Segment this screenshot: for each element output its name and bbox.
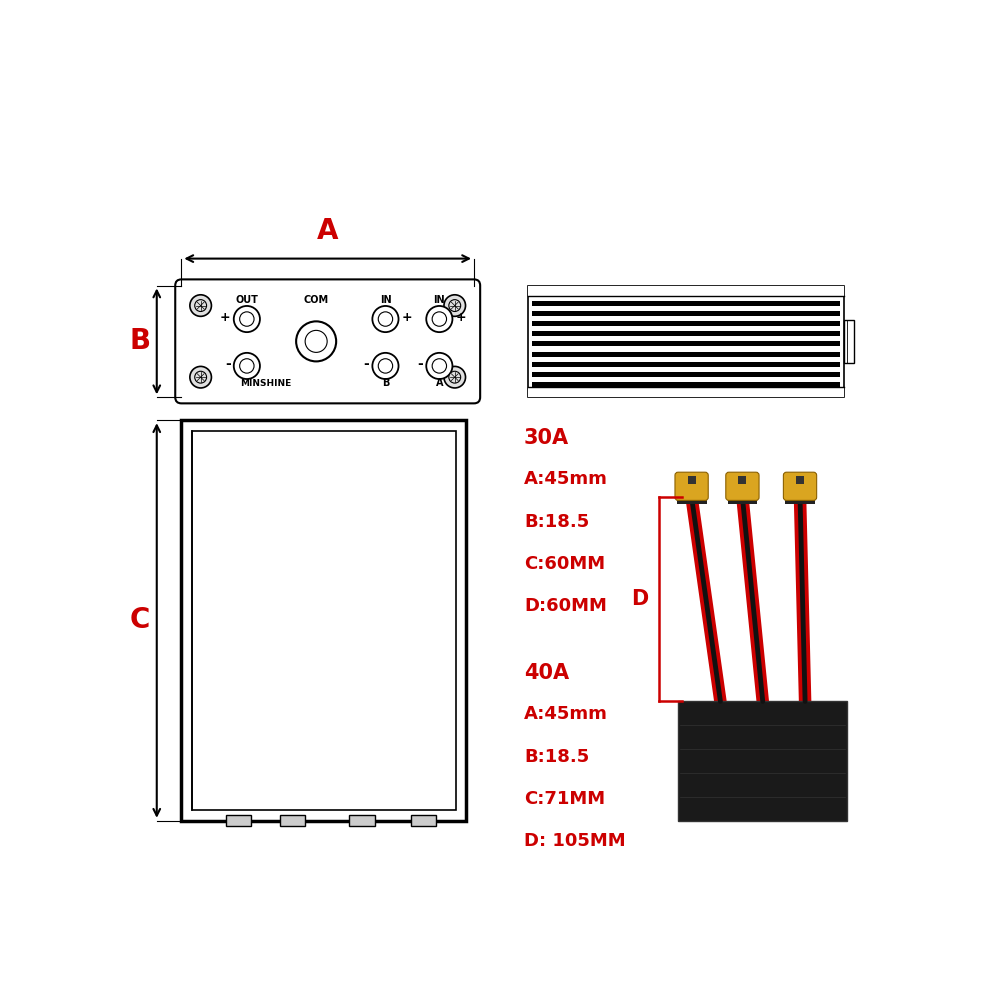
Text: +: +: [456, 311, 466, 324]
Circle shape: [378, 359, 393, 373]
Text: C:60MM: C:60MM: [524, 555, 605, 573]
Bar: [532, 372, 840, 377]
Circle shape: [234, 306, 260, 332]
Bar: [532, 356, 840, 362]
Circle shape: [432, 312, 447, 326]
Bar: [181, 420, 466, 821]
Text: OUT: OUT: [235, 295, 258, 305]
Text: -: -: [225, 357, 231, 371]
Circle shape: [190, 366, 211, 388]
Bar: [532, 346, 840, 352]
Text: +: +: [220, 311, 231, 324]
Text: -: -: [364, 357, 369, 371]
Bar: [528, 387, 844, 397]
Text: A:45mm: A:45mm: [524, 470, 608, 488]
Bar: [844, 320, 854, 363]
Bar: [532, 331, 840, 336]
Text: 30A: 30A: [524, 428, 569, 448]
Bar: [532, 341, 840, 346]
FancyBboxPatch shape: [783, 472, 817, 500]
Bar: [226, 815, 251, 826]
Circle shape: [378, 312, 393, 326]
Text: A: A: [317, 217, 338, 245]
Text: 40A: 40A: [524, 663, 569, 683]
Bar: [738, 476, 746, 484]
Circle shape: [296, 321, 336, 361]
Bar: [532, 377, 840, 382]
Bar: [532, 336, 840, 341]
Circle shape: [372, 353, 399, 379]
Circle shape: [195, 300, 207, 311]
Circle shape: [432, 359, 447, 373]
Bar: [677, 496, 707, 504]
Circle shape: [305, 330, 327, 352]
Circle shape: [426, 306, 452, 332]
Text: IN: IN: [380, 295, 391, 305]
Bar: [532, 300, 840, 306]
Bar: [532, 295, 840, 301]
Circle shape: [426, 353, 452, 379]
FancyBboxPatch shape: [726, 472, 759, 500]
Text: +: +: [402, 311, 412, 324]
Circle shape: [190, 295, 211, 316]
Bar: [532, 366, 840, 372]
Bar: [532, 321, 840, 326]
Text: B:18.5: B:18.5: [524, 748, 589, 766]
Circle shape: [372, 306, 399, 332]
Text: C:71MM: C:71MM: [524, 790, 605, 808]
Bar: [532, 310, 840, 316]
FancyBboxPatch shape: [175, 279, 480, 403]
Text: COM: COM: [304, 295, 329, 305]
Bar: [411, 815, 436, 826]
Bar: [528, 286, 844, 296]
Bar: [532, 382, 840, 387]
Text: D: D: [631, 589, 648, 609]
Bar: [280, 815, 305, 826]
Bar: [192, 431, 456, 810]
Bar: [532, 326, 840, 331]
Text: -: -: [417, 357, 423, 371]
Bar: [528, 286, 844, 397]
Circle shape: [449, 371, 461, 383]
Text: C: C: [130, 606, 150, 635]
Bar: [532, 351, 840, 357]
Text: A: A: [436, 378, 443, 388]
Circle shape: [240, 359, 254, 373]
Text: B: B: [382, 378, 389, 388]
Text: D: 105MM: D: 105MM: [524, 832, 626, 850]
Text: IN: IN: [434, 295, 445, 305]
Bar: [688, 476, 696, 484]
Circle shape: [234, 353, 260, 379]
Bar: [785, 496, 815, 504]
Text: MINSHINE: MINSHINE: [240, 379, 292, 388]
Text: D:60MM: D:60MM: [524, 597, 607, 615]
Bar: [796, 476, 804, 484]
Text: A:45mm: A:45mm: [524, 705, 608, 723]
Circle shape: [444, 366, 466, 388]
Bar: [678, 701, 847, 821]
Bar: [532, 316, 840, 321]
Bar: [349, 815, 375, 826]
FancyBboxPatch shape: [675, 472, 708, 500]
Circle shape: [449, 300, 461, 311]
Bar: [532, 305, 840, 311]
Circle shape: [195, 371, 207, 383]
Circle shape: [240, 312, 254, 326]
Text: B:18.5: B:18.5: [524, 513, 589, 531]
Text: B: B: [129, 327, 150, 355]
Circle shape: [444, 295, 466, 316]
Bar: [728, 496, 757, 504]
Bar: [532, 361, 840, 367]
